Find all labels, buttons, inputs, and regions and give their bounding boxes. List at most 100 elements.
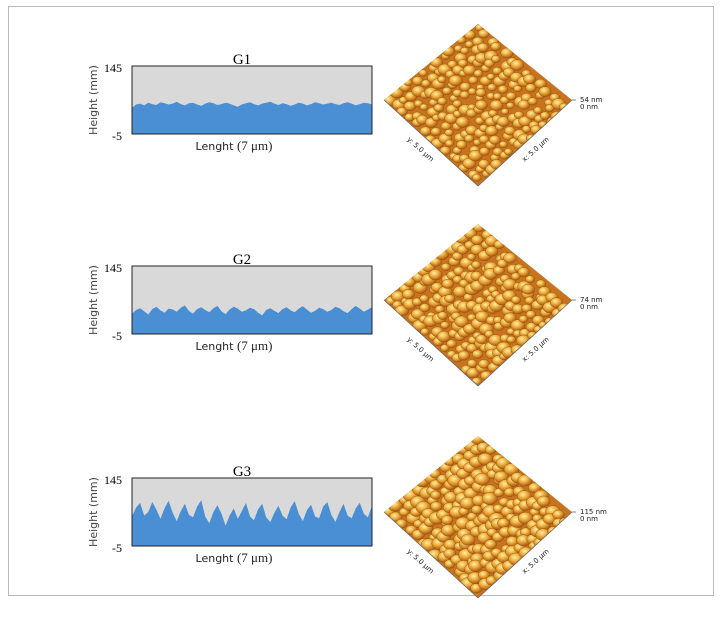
panel-g3: G3 145 -5 Height (mm) Lenght (7 μm) 115 nm 0 n… <box>0 436 723 640</box>
grain <box>518 315 529 323</box>
afm-surface: 115 nm0 nmy: 5.0 μm x: 5.0 μm <box>383 436 607 599</box>
grain <box>459 90 470 100</box>
afm-edge-right <box>477 299 573 387</box>
y-axis-label: Height (mm) <box>87 265 100 335</box>
grain <box>517 99 530 110</box>
grain <box>539 111 550 120</box>
grain <box>527 97 538 106</box>
grain <box>467 87 477 96</box>
grain <box>487 83 497 92</box>
grain <box>402 289 415 300</box>
grain <box>538 120 548 129</box>
grain <box>479 147 490 156</box>
afm-surface: 54 nm0 nmy: 5.0 μm x: 5.0 μm <box>383 24 603 187</box>
afm-edge-left <box>383 99 479 187</box>
grain <box>525 310 537 319</box>
height-profile-area <box>132 305 372 334</box>
grain <box>510 295 522 305</box>
grain <box>505 91 517 101</box>
grain <box>510 59 524 71</box>
grain <box>492 66 503 75</box>
grain <box>440 321 450 329</box>
grain <box>428 269 443 281</box>
afm-edge-right <box>477 99 573 187</box>
grain <box>444 294 456 303</box>
grain <box>536 495 551 507</box>
profile-chart: G1 145 -5 Height (mm) Lenght (7 μm) <box>87 52 373 153</box>
grain <box>420 79 431 88</box>
x-axis-label: Lenght (7 μm) <box>196 338 273 353</box>
grain <box>552 509 565 520</box>
grain <box>444 128 454 137</box>
grain <box>442 87 453 96</box>
grain <box>471 260 482 269</box>
grain <box>538 86 552 97</box>
panel-g2: G2 145 -5 Height (mm) Lenght (7 μm) 74 nm 0 nm… <box>0 224 723 428</box>
grain <box>525 275 535 284</box>
x-axis-label: Lenght (7 μm) <box>196 138 273 153</box>
grain <box>446 339 457 349</box>
grain <box>464 134 475 143</box>
grain <box>430 501 443 512</box>
afm-height-max: 54 nm <box>580 96 603 104</box>
grain <box>430 127 442 136</box>
grain <box>475 99 488 111</box>
grain <box>419 103 429 111</box>
afm-height-min: 0 nm <box>580 303 598 311</box>
grain <box>418 69 428 77</box>
grain <box>489 99 504 111</box>
grain <box>498 140 508 149</box>
grain <box>497 85 509 94</box>
grain <box>419 294 430 303</box>
y-tick-max: 145 <box>104 61 122 75</box>
y-tick-min: -5 <box>112 541 122 555</box>
grain <box>546 116 561 128</box>
grain <box>521 283 535 295</box>
y-tick-min: -5 <box>112 129 122 143</box>
grain <box>439 146 451 156</box>
grain <box>475 334 488 344</box>
grain <box>517 474 533 487</box>
chart-title: G3 <box>233 464 251 480</box>
grain <box>441 515 454 525</box>
grain <box>437 75 447 84</box>
plot-border <box>131 65 373 135</box>
grain <box>485 246 499 257</box>
afm-height-min: 0 nm <box>580 103 598 111</box>
chart-title: G1 <box>233 52 251 68</box>
grain <box>476 42 489 53</box>
grain <box>490 55 501 63</box>
grain <box>466 253 477 261</box>
grain <box>517 267 530 277</box>
grain <box>490 159 503 170</box>
grain <box>466 359 478 368</box>
grain <box>471 505 483 515</box>
profile-chart: G2 145 -5 Height (mm) Lenght (7 μm) <box>87 252 373 353</box>
grain <box>454 315 469 328</box>
afm-edge-left <box>383 299 479 387</box>
figure-frame <box>8 6 714 596</box>
grain <box>395 518 408 529</box>
grain <box>525 83 537 93</box>
grain <box>503 148 513 156</box>
grain <box>441 46 455 57</box>
plot-border <box>131 477 373 547</box>
grain <box>468 150 483 162</box>
grain <box>419 303 431 313</box>
y-tick-max: 145 <box>104 473 122 487</box>
grain <box>420 327 430 336</box>
grain <box>448 74 463 87</box>
grain <box>430 490 442 500</box>
grain <box>471 173 482 182</box>
grain <box>557 302 572 315</box>
grain <box>460 533 476 546</box>
grain <box>486 73 496 81</box>
x-axis-label: Lenght (7 μm) <box>196 550 273 565</box>
grain <box>437 311 448 320</box>
grain <box>444 139 455 148</box>
afm-edge-left <box>383 511 479 599</box>
grain <box>490 42 502 51</box>
grain <box>468 76 479 85</box>
height-profile-area <box>132 101 372 134</box>
grain <box>550 111 564 122</box>
